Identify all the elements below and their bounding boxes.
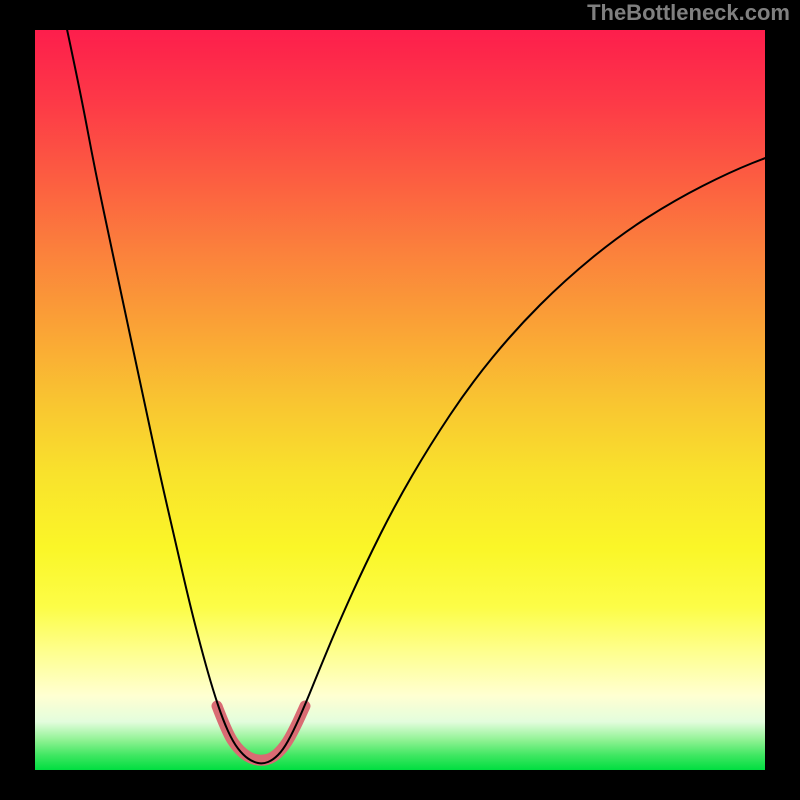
bottleneck-chart xyxy=(0,0,800,800)
watermark-text: TheBottleneck.com xyxy=(587,0,790,26)
chart-container: TheBottleneck.com xyxy=(0,0,800,800)
